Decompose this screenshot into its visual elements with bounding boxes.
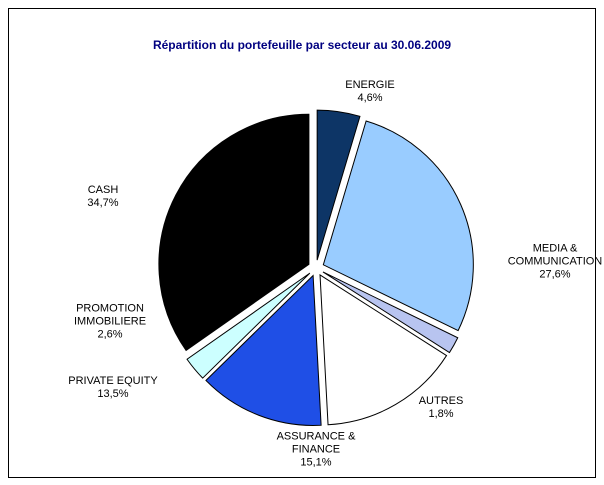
pie-slice	[316, 109, 361, 261]
value-label: 2,6%	[97, 328, 123, 341]
value-label: 1,8%	[428, 408, 454, 420]
pie-slice	[319, 273, 448, 426]
value-label: 13,5%	[97, 388, 129, 400]
value-label: 15,1%	[300, 456, 332, 469]
pie-slice	[322, 271, 459, 354]
category-label: MEDIA & COMMUNICATION	[507, 242, 603, 268]
chart-title: Répartition du portefeuille par secteur …	[152, 38, 452, 52]
pie-slice	[205, 274, 322, 426]
value-label: 34,7%	[87, 197, 119, 209]
slice-label: ASSURANCE & FINANCE 15,1%	[271, 431, 361, 470]
slice-label: MEDIA & COMMUNICATION 27,6%	[500, 243, 604, 282]
slice-label: PROMOTION IMMOBILIERE 2,6%	[65, 303, 155, 342]
category-label: PROMOTION IMMOBILIERE	[73, 302, 147, 328]
pie-slice	[186, 272, 311, 379]
pie-slice	[322, 120, 474, 332]
value-label: 4,6%	[357, 92, 383, 104]
category-label: AUTRES	[418, 395, 464, 407]
slice-label: CASH 34,7%	[73, 184, 133, 210]
pie-slice	[158, 113, 310, 352]
category-label: PRIVATE EQUITY	[68, 375, 158, 387]
slice-label: AUTRES 1,8%	[411, 395, 471, 421]
category-label: ENERGIE	[345, 79, 395, 91]
category-label: CASH	[87, 184, 119, 196]
slice-label: ENERGIE 4,6%	[325, 79, 415, 105]
slice-label: PRIVATE EQUITY 13,5%	[58, 375, 168, 401]
category-label: ASSURANCE & FINANCE	[276, 430, 356, 456]
value-label: 27,6%	[539, 268, 571, 281]
